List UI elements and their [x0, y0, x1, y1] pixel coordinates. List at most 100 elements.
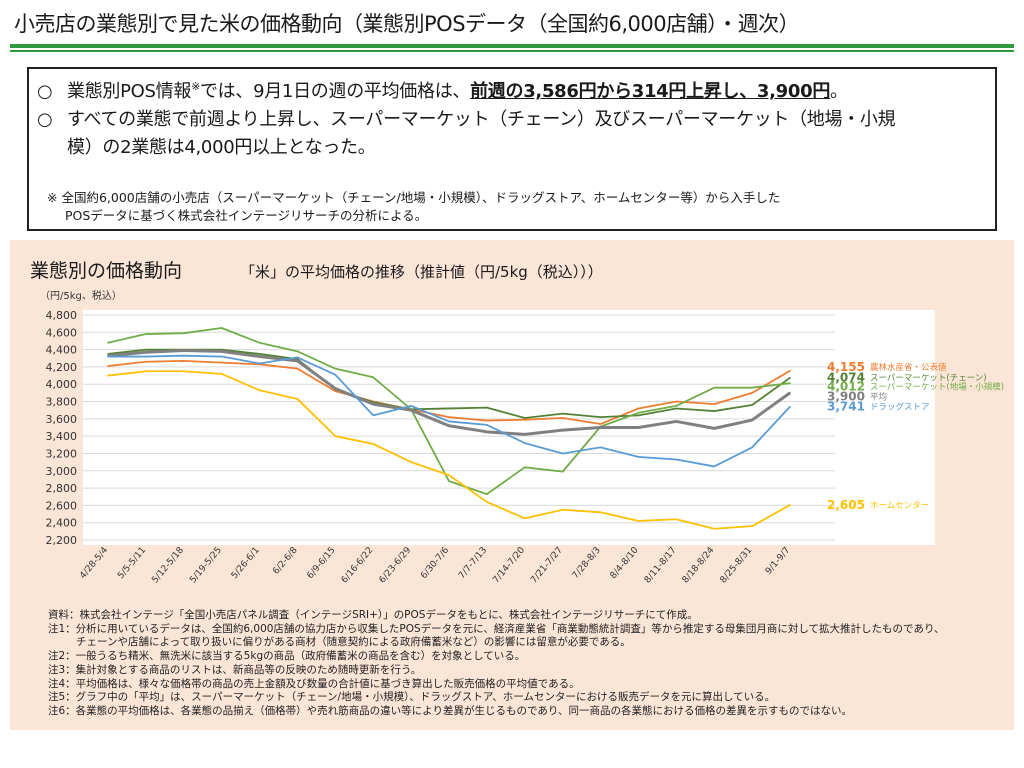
y-tick-label: 4,400 [46, 344, 78, 357]
data-point [258, 389, 261, 392]
bullet-2-line1: すべての業態で前週より上昇し、スーパーマーケット（チェーン）及びスーパーマーケッ… [67, 109, 896, 130]
data-point [789, 392, 791, 394]
data-point [220, 361, 223, 364]
summary-bullet-1: ○ 業態別POS情報※では、9月1日の週の平均価格は、前週の3,586円から314… [37, 77, 848, 103]
x-tick-label: 5/26-6/1 [230, 546, 262, 582]
data-point [334, 373, 337, 376]
y-tick-label: 4,600 [46, 326, 78, 339]
data-point [448, 416, 450, 418]
data-point [486, 424, 488, 426]
series-end-value: 2,605 [827, 498, 865, 512]
series-name: ドラッグストア [870, 402, 930, 413]
data-point [789, 370, 791, 372]
data-point [523, 418, 526, 421]
data-point [637, 411, 640, 414]
data-point [334, 387, 337, 390]
data-point [789, 405, 791, 408]
data-point [258, 353, 261, 355]
bullet-1-end: 。 [830, 81, 848, 102]
x-tick-label: 6/30-7/6 [419, 545, 451, 581]
data-point [145, 333, 147, 335]
data-point [145, 355, 147, 358]
y-tick-label: 3,800 [46, 396, 78, 409]
data-point [599, 416, 602, 418]
data-point [182, 349, 185, 352]
footnote-line: チェーンや店舗によって取り扱いに偏りがある商材（随意契約による政府備蓄米など）の… [76, 636, 631, 649]
data-point [410, 461, 412, 463]
series-name: 平均 [870, 391, 887, 402]
x-tick-label: 8/4-8/10 [609, 545, 641, 581]
data-point [107, 355, 109, 358]
data-point [713, 410, 716, 412]
plot-background [83, 310, 935, 545]
x-tick-label: 8/25-8/31 [719, 546, 755, 586]
source-note-line1: ※ 全国約6,000店舗の小売店（スーパーマーケット（チェーン/地場・小規模）、… [47, 190, 781, 205]
y-tick-label: 3,000 [46, 465, 78, 478]
x-tick-label: 6/16-6/22 [340, 546, 376, 586]
data-point [637, 520, 640, 522]
data-point [107, 374, 109, 377]
data-point [486, 501, 488, 503]
series-end-value: 4,155 [827, 360, 865, 374]
series-end-value: 3,741 [827, 400, 865, 414]
data-point [372, 414, 375, 417]
data-point [599, 423, 602, 425]
x-tick-label: 4/28-5/4 [78, 545, 110, 581]
data-point [751, 525, 753, 527]
x-tick-label: 5/5-5/11 [116, 546, 148, 582]
x-tick-label: 8/18-8/24 [681, 545, 717, 585]
x-tick-label: 9/1-9/7 [764, 546, 792, 577]
footnote-line: 資料：株式会社インテージ「全国小売店パネル調査（インテージSRI+）」のPOSデ… [48, 609, 698, 621]
title-divider [10, 44, 1014, 48]
data-point [145, 351, 147, 354]
y-tick-label: 4,800 [46, 309, 78, 322]
title-divider-thin [10, 50, 1014, 52]
data-point [258, 355, 261, 358]
data-point [372, 403, 375, 405]
data-point [523, 517, 526, 520]
data-point [561, 470, 564, 473]
x-tick-label: 6/23-6/29 [378, 545, 414, 585]
data-point [145, 360, 147, 363]
data-point [523, 442, 526, 444]
data-point [599, 426, 602, 429]
data-point [713, 403, 716, 405]
data-point [751, 392, 753, 394]
data-point [523, 433, 526, 436]
data-point [296, 398, 299, 400]
data-point [675, 407, 678, 410]
summary-bullet-2: ○ すべての業態で前週より上昇し、スーパーマーケット（チェーン）及びスーパーマーケ… [37, 105, 896, 131]
panel-title: 業態別の価格動向 [30, 260, 183, 282]
data-point [486, 419, 488, 422]
x-tick-label: 8/11-8/17 [643, 546, 679, 586]
y-tick-label: 2,400 [46, 517, 78, 530]
bullet-1-pre: 業態別POS情報 [67, 81, 192, 102]
data-point [410, 409, 412, 411]
data-point [334, 390, 337, 392]
y-tick-label: 2,200 [46, 534, 78, 547]
data-point [448, 424, 450, 427]
data-point [523, 417, 526, 419]
data-point [713, 465, 716, 468]
data-point [713, 386, 716, 389]
footnote-line: 注2：一般うるち精米、無洗米に該当する5kgの商品（政府備蓄米の商品を含む）を対… [48, 650, 526, 663]
x-tick-label: 7/7-7/13 [457, 546, 489, 582]
data-point [637, 426, 640, 429]
data-point [675, 420, 678, 423]
data-point [220, 373, 223, 375]
data-point [107, 365, 109, 367]
source-note-line2: POSデータに基づく株式会社インテージリサーチの分析による。 [65, 208, 428, 223]
panel-subtitle: 「米」の平均価格の推移（推計値（円/5kg（税込））） [240, 263, 603, 281]
data-point [448, 480, 450, 482]
y-tick-label: 4,200 [46, 361, 78, 374]
page-title: 小売店の業態別で見た米の価格動向（業態別POSデータ（全国約6,000店舗）・週… [14, 12, 800, 36]
data-point [675, 405, 678, 407]
data-point [182, 360, 185, 362]
data-point [523, 466, 526, 469]
data-point [372, 443, 375, 445]
data-point [789, 377, 791, 379]
bullet-2-line2: 模）の2業態は4,000円以上となった。 [67, 137, 376, 158]
data-point [599, 446, 602, 449]
data-point [182, 354, 185, 357]
series-name: ホームセンター [870, 501, 929, 511]
